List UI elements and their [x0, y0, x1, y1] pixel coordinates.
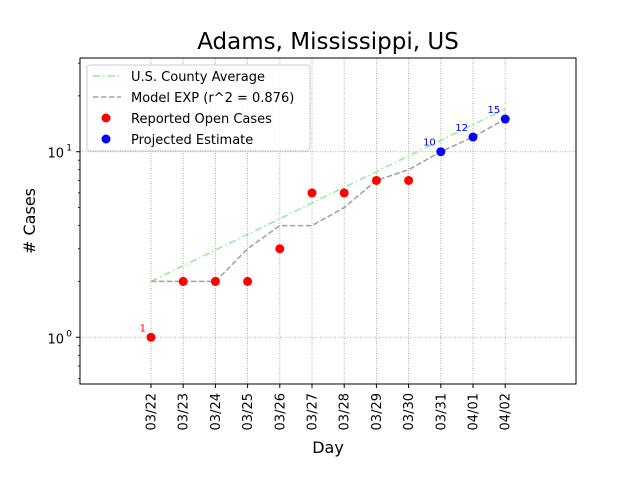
x-tick-label: 03/30	[402, 393, 417, 430]
x-tick-label: 03/26	[273, 393, 288, 430]
x-axis-label: Day	[312, 438, 344, 457]
data-point	[404, 175, 414, 185]
x-tick-label: 03/31	[434, 393, 449, 430]
y-tick-exponent: 0	[66, 329, 72, 339]
data-markers	[146, 114, 510, 342]
data-annotations: 1 10 12 15	[140, 105, 501, 334]
data-label: 12	[455, 123, 468, 134]
data-point	[307, 188, 317, 198]
data-point	[371, 175, 381, 185]
plot-frame	[79, 57, 577, 385]
x-tick-label: 03/28	[338, 393, 353, 430]
chart-title: Adams, Mississippi, US	[197, 29, 459, 55]
legend-label: U.S. County Average	[131, 70, 265, 85]
legend-label: Projected Estimate	[131, 133, 253, 148]
series-lines	[150, 108, 506, 283]
legend: U.S. County Average Model EXP (r^2 = 0.87…	[86, 64, 311, 152]
data-point	[339, 188, 349, 198]
data-point	[178, 276, 188, 286]
y-tick-label: 10	[47, 147, 64, 162]
x-tick-label: 04/01	[467, 393, 482, 430]
y-axis-label: # Cases	[20, 188, 39, 254]
data-point	[210, 276, 220, 286]
legend-label: Reported Open Cases	[131, 112, 272, 127]
data-point	[468, 132, 478, 142]
data-point	[436, 147, 446, 157]
x-tick-label: 04/02	[499, 393, 514, 430]
x-tick-label: 03/29	[370, 393, 385, 430]
x-tick-label: 03/24	[209, 393, 224, 430]
data-point	[500, 114, 510, 124]
grid-lines	[80, 58, 576, 384]
legend-marker	[101, 113, 111, 123]
x-tick-label: 03/27	[306, 393, 321, 430]
x-axis-ticks: 03/22 03/23 03/24 03/25 03/26 03/27 03/28 03/29…	[145, 384, 514, 430]
x-tick-label: 03/23	[177, 393, 192, 430]
y-tick-label: 10	[47, 332, 64, 347]
data-point	[243, 276, 253, 286]
data-label: 15	[487, 105, 500, 116]
data-label: 10	[423, 138, 436, 149]
legend-marker	[101, 134, 111, 144]
data-point	[146, 332, 156, 342]
series-line	[151, 118, 506, 283]
legend-box	[86, 64, 311, 152]
legend-label: Model EXP (r^2 = 0.876)	[131, 91, 294, 106]
x-tick-label: 03/25	[241, 393, 256, 430]
x-tick-label: 03/22	[145, 393, 160, 430]
y-tick-exponent: 1	[66, 144, 72, 154]
data-point	[275, 244, 285, 254]
data-label: 1	[140, 323, 146, 334]
